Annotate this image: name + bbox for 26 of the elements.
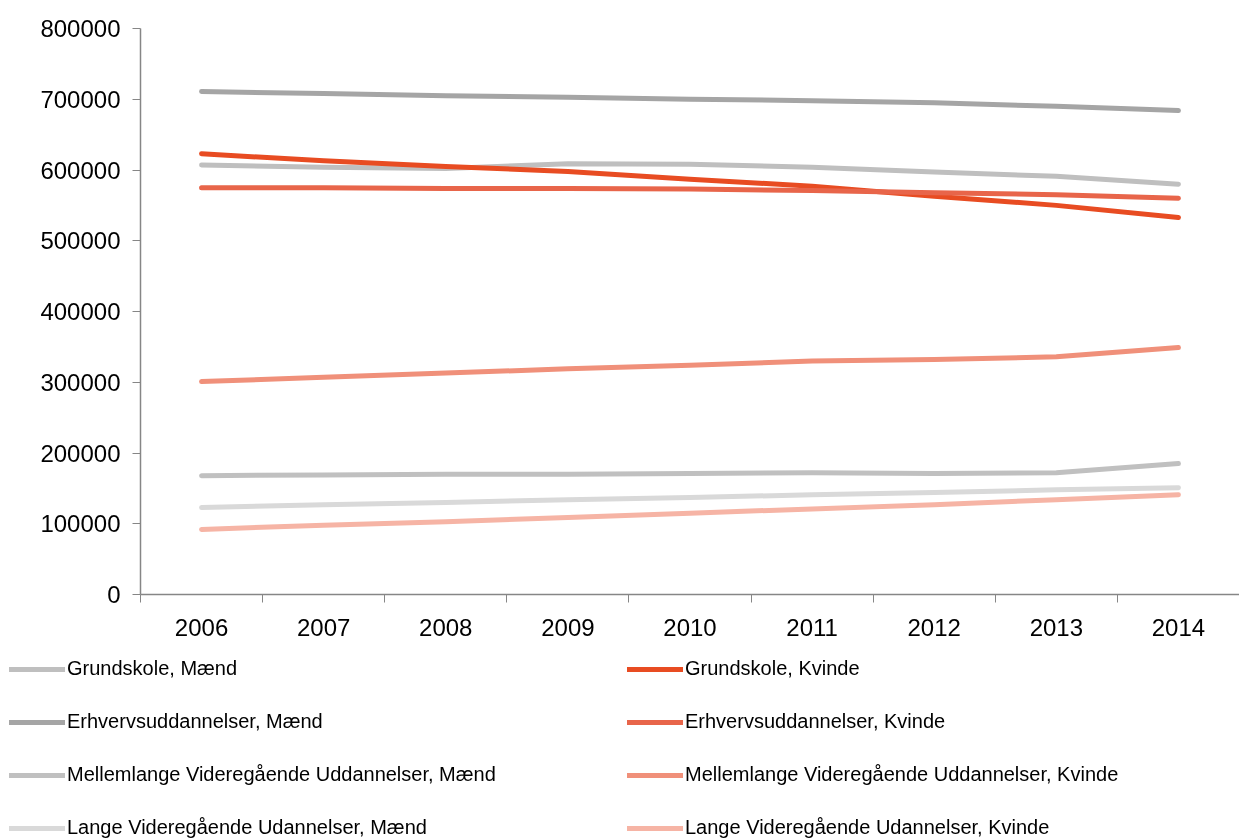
- y-tick-label: 600000: [40, 156, 121, 184]
- x-tick-label: 2006: [174, 613, 229, 641]
- legend-label: Grundskole, Mænd: [67, 657, 239, 680]
- y-tick-label: 300000: [40, 368, 121, 396]
- legend-label: Erhvervsuddannelser, Mænd: [67, 710, 324, 733]
- x-tick-label: 2011: [786, 613, 838, 641]
- y-tick-label: 400000: [40, 298, 121, 325]
- y-tick-label: 800000: [40, 15, 121, 42]
- x-tick-label: 2012: [907, 613, 961, 641]
- x-tick-label: 2008: [419, 613, 473, 641]
- legend-label: Mellemlange Videregående Uddannelser, Kvinde: [685, 763, 1120, 786]
- y-tick-label: 500000: [40, 227, 121, 255]
- y-tick-label: 200000: [40, 439, 121, 467]
- x-tick-label: 2014: [1151, 613, 1206, 641]
- legend-label: Erhvervsuddannelser, Kvinde: [685, 710, 947, 733]
- legend-label: Lange Videregående Udannelser, Mænd: [67, 816, 428, 839]
- x-tick-label: 2010: [663, 613, 717, 641]
- y-tick-label: 100000: [40, 510, 121, 538]
- legend-label: Lange Videregående Udannelser, Kvinde: [685, 816, 1051, 839]
- x-tick-label: 2007: [296, 613, 351, 641]
- legend-label: Mellemlange Videregående Uddannelser, Mænd: [67, 763, 497, 786]
- legend-label: Grundskole, Kvinde: [685, 657, 861, 680]
- y-tick-label: 0: [107, 581, 121, 608]
- x-tick-label: 2013: [1029, 613, 1084, 641]
- y-tick-label: 700000: [40, 85, 121, 113]
- x-tick-label: 2009: [541, 613, 595, 641]
